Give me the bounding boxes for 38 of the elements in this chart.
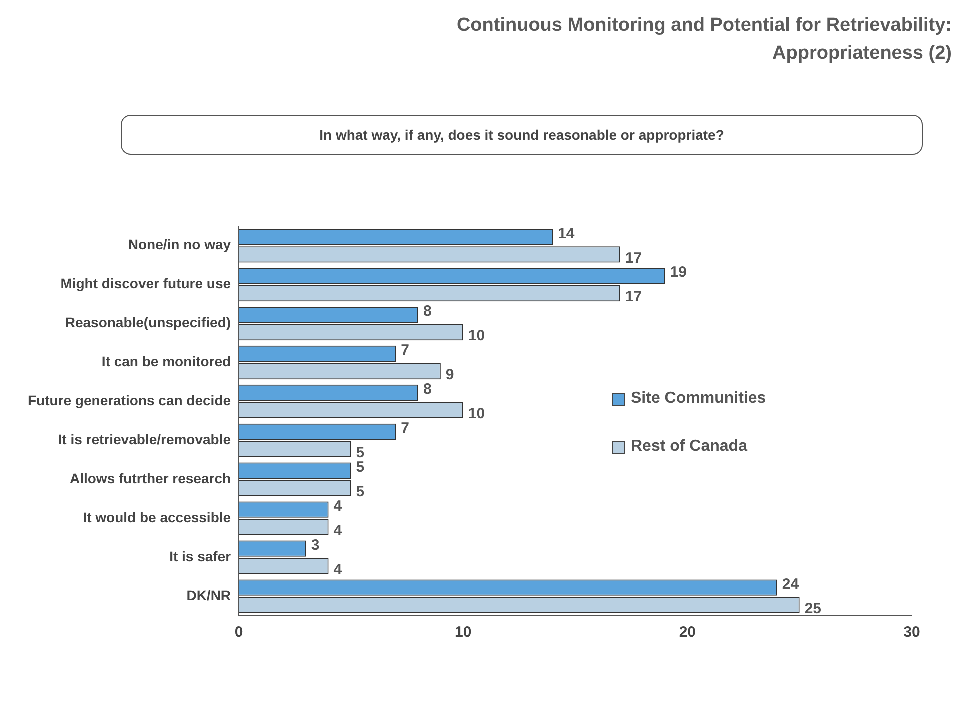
data-label: 5 xyxy=(356,444,365,462)
data-label: 4 xyxy=(334,522,343,540)
legend-label: Rest of Canada xyxy=(631,438,748,456)
data-label: 14 xyxy=(558,225,576,242)
y-tick-label: Allows futrther research xyxy=(70,470,232,486)
data-label: 25 xyxy=(804,600,822,618)
chart-subtitle: In what way, if any, does it sound reasonable or appropriate? xyxy=(121,115,923,155)
data-label: 19 xyxy=(670,264,687,282)
y-tick-label: None/in no way xyxy=(128,236,232,253)
data-label: 8 xyxy=(424,381,432,398)
data-label: 7 xyxy=(401,420,410,438)
legend-label: Site Communities xyxy=(631,390,766,408)
x-tick-label: 10 xyxy=(455,624,472,642)
y-tick-label: It is retrievable/removable xyxy=(58,432,232,448)
x-tick-label: 30 xyxy=(904,624,920,642)
data-label: 5 xyxy=(356,484,365,501)
y-tick-label: It can be monitored xyxy=(102,354,232,370)
data-label: 7 xyxy=(401,342,410,360)
data-label: 9 xyxy=(446,366,454,384)
data-label: 4 xyxy=(334,561,343,578)
y-tick-label: Future generations can decide xyxy=(28,392,232,409)
y-tick-label: It would be accessible xyxy=(83,509,232,526)
y-tick-label: Might discover future use xyxy=(60,276,232,292)
x-tick-label: 20 xyxy=(679,624,696,642)
y-tick-label: DK/NR xyxy=(186,587,232,604)
data-label: 10 xyxy=(468,406,486,423)
chart-title: Continuous Monitoring and Potential for Retrievability: Appropriateness (2) xyxy=(456,14,952,66)
y-tick-label: Reasonable(unspecified) xyxy=(65,314,232,331)
data-label: 4 xyxy=(334,498,343,515)
data-label: 8 xyxy=(424,303,432,320)
data-label: 3 xyxy=(311,536,320,554)
data-label: 5 xyxy=(356,459,365,476)
y-tick-label: It is safer xyxy=(170,548,232,564)
data-label: 24 xyxy=(782,576,800,593)
data-label: 17 xyxy=(625,288,642,306)
data-label: 17 xyxy=(625,250,642,267)
x-tick-label: 0 xyxy=(234,624,244,642)
data-label: 10 xyxy=(468,328,486,345)
